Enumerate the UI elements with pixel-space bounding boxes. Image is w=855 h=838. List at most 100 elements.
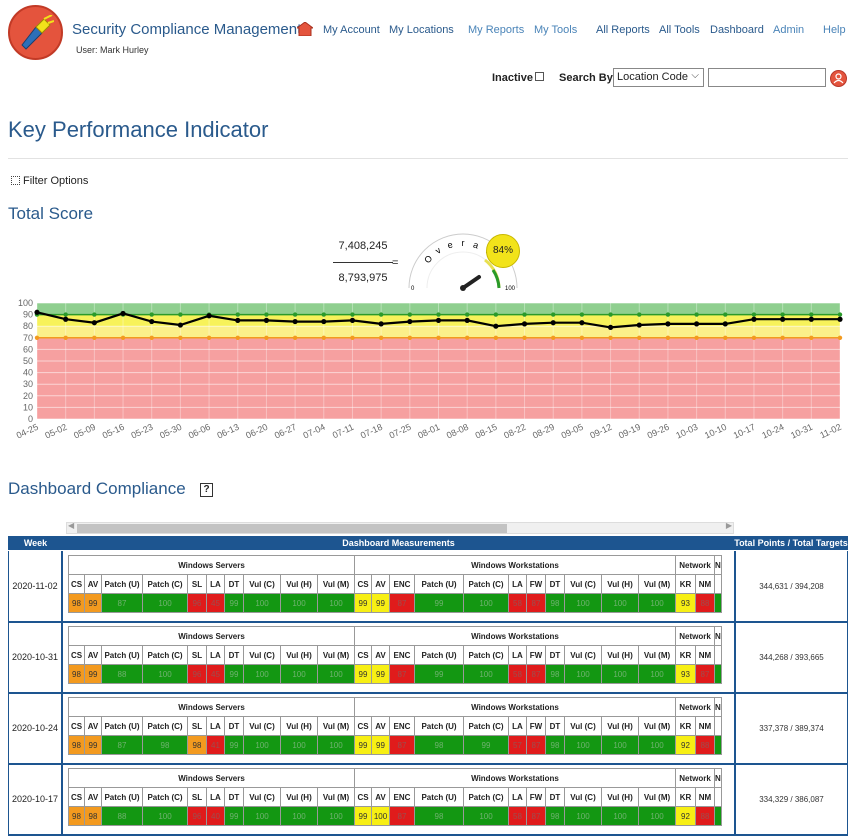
workstation-metric-header: Patch (C) <box>463 716 509 736</box>
horizontal-scrollbar[interactable]: ◀ ▶ <box>66 521 734 534</box>
workstation-metric-header: Vul (H) <box>601 574 639 594</box>
col-week: Week <box>8 536 63 550</box>
week-cell: 2020-10-24 <box>8 693 63 764</box>
workstation-metric-value: 99 <box>354 806 372 826</box>
x-tick-label: 06-13 <box>215 422 240 441</box>
data-point <box>263 317 270 323</box>
data-point <box>780 312 785 317</box>
nav-my-account[interactable]: My Account <box>323 24 380 36</box>
clipped-value <box>714 735 722 755</box>
workstation-metric-header: LA <box>508 716 527 736</box>
app-logo[interactable] <box>8 5 63 60</box>
server-metric-value: 100 <box>280 806 318 826</box>
data-point <box>493 335 499 340</box>
server-metric-value: 100 <box>243 593 281 613</box>
server-metric-value: 100 <box>317 664 355 684</box>
server-metric-value: 99 <box>224 735 244 755</box>
workstation-metric-value: 58 <box>508 593 527 613</box>
nav-admin[interactable]: Admin <box>773 24 805 36</box>
totals-cell: 344,631 / 394,208 <box>734 551 848 622</box>
data-point <box>751 312 757 317</box>
data-point <box>665 335 671 340</box>
group-windows-servers: Windows Servers <box>68 626 355 646</box>
network-metric-value: 88 <box>695 806 715 826</box>
data-point <box>63 312 68 317</box>
search-input[interactable] <box>708 68 826 87</box>
nav-all-tools[interactable]: All Tools <box>659 24 700 36</box>
workstation-metric-value: 57 <box>508 735 527 755</box>
nav-my-tools[interactable]: My Tools <box>534 24 578 36</box>
data-point <box>321 318 327 325</box>
data-point <box>809 335 814 340</box>
data-point <box>63 316 69 322</box>
data-point <box>120 335 126 340</box>
server-metric-header: CS <box>68 787 85 807</box>
nav-my-locations[interactable]: My Locations <box>389 24 454 36</box>
nav-all-reports[interactable]: All Reports <box>596 24 650 36</box>
x-tick-label: 07-18 <box>359 422 384 441</box>
data-point <box>34 335 40 340</box>
data-point <box>149 335 154 340</box>
workstation-metric-value: 87 <box>526 735 546 755</box>
home-icon[interactable] <box>297 22 313 36</box>
scroll-thumb[interactable] <box>77 524 507 533</box>
gauge-letter: a <box>472 239 480 250</box>
group-windows-workstations: Windows Workstations <box>354 626 676 646</box>
data-point <box>292 312 298 317</box>
x-tick-label: 11-02 <box>818 422 842 441</box>
score-band <box>37 303 840 315</box>
data-point <box>350 335 355 340</box>
x-tick-label: 10-10 <box>703 422 728 441</box>
nav-help[interactable]: Help <box>823 24 846 36</box>
help-icon[interactable]: ? <box>200 483 213 497</box>
data-point <box>436 312 441 317</box>
server-metric-header: DT <box>224 787 244 807</box>
data-point <box>350 312 355 317</box>
data-point <box>694 335 699 340</box>
data-point <box>522 312 527 317</box>
workstation-metric-value: 100 <box>638 735 676 755</box>
server-metric-header: Vul (M) <box>317 787 355 807</box>
scroll-left-icon[interactable]: ◀ <box>68 521 75 530</box>
data-point <box>292 335 298 340</box>
server-metric-value: 98 <box>68 593 85 613</box>
data-point <box>751 316 757 322</box>
scroll-right-icon[interactable]: ▶ <box>725 521 732 530</box>
x-tick-label: 09-26 <box>646 422 671 441</box>
server-metric-value: 98 <box>68 806 85 826</box>
workstation-metric-value: 58 <box>508 806 527 826</box>
x-tick-label: 07-11 <box>331 422 355 441</box>
nav-my-reports[interactable]: My Reports <box>468 24 525 36</box>
data-point <box>550 320 556 326</box>
x-tick-label: 05-02 <box>43 422 68 441</box>
network-metric-header: KR <box>675 574 696 594</box>
gauge-letter: v <box>433 245 443 256</box>
workstation-metric-value: 98 <box>545 735 565 755</box>
filter-options-toggle[interactable]: Filter Options <box>11 175 88 187</box>
search-by-select[interactable]: Location Code ⌵ <box>613 68 704 87</box>
y-tick-label: 100 <box>18 298 33 308</box>
server-metric-header: Patch (U) <box>101 645 143 665</box>
server-metric-header: SL <box>187 645 207 665</box>
server-metric-header: AV <box>84 574 102 594</box>
group-windows-workstations: Windows Workstations <box>354 555 676 575</box>
x-tick-label: 05-09 <box>72 422 97 441</box>
search-button[interactable] <box>830 70 847 87</box>
server-metric-header: Vul (C) <box>243 574 281 594</box>
group-network: Network <box>675 555 715 575</box>
server-metric-value: 88 <box>101 664 143 684</box>
workstation-metric-value: 98 <box>414 806 464 826</box>
data-point <box>607 324 614 330</box>
workstation-metric-header: Vul (C) <box>564 645 602 665</box>
x-tick-label: 07-04 <box>302 422 327 441</box>
server-metric-value: 98 <box>142 735 188 755</box>
server-metric-header: SL <box>187 716 207 736</box>
x-tick-label: 06-27 <box>273 422 298 441</box>
server-metric-value: 98 <box>187 735 207 755</box>
nav-dashboard[interactable]: Dashboard <box>710 24 764 36</box>
y-tick-label: 30 <box>23 379 33 389</box>
data-point <box>464 317 470 323</box>
workstation-metric-header: AV <box>371 716 390 736</box>
week-cell: 2020-10-17 <box>8 764 63 835</box>
inactive-checkbox[interactable] <box>535 72 544 81</box>
